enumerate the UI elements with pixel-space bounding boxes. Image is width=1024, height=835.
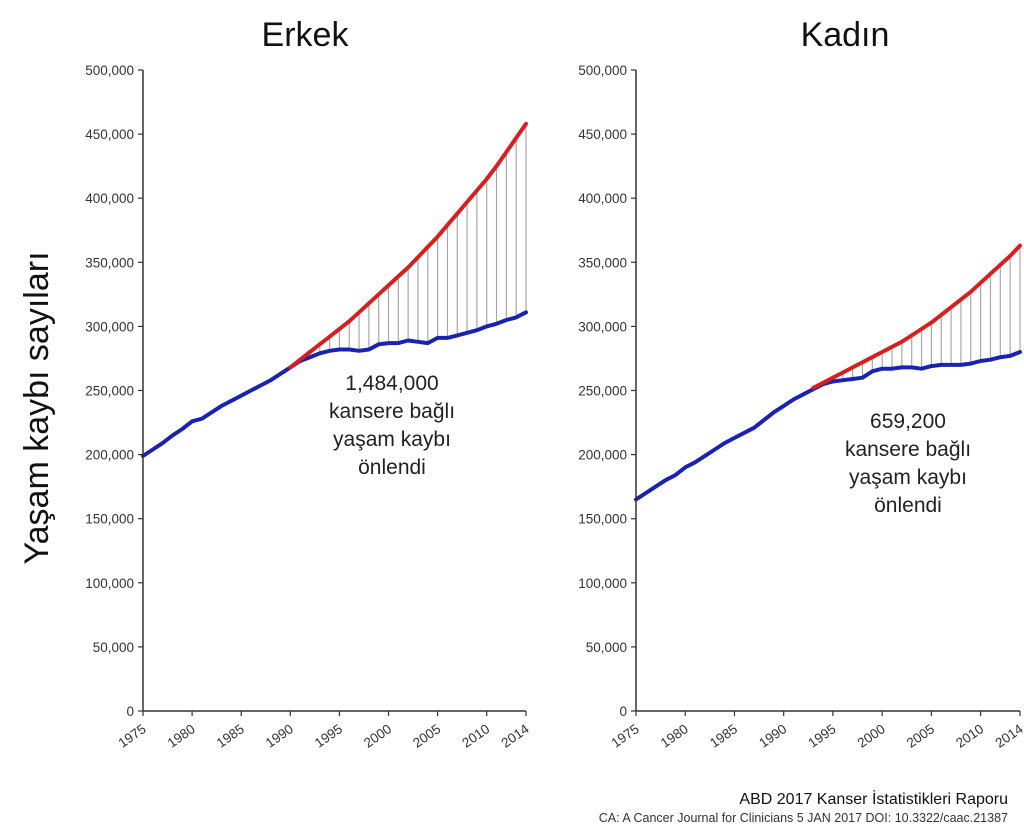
x-tick-label: 2014 [993, 721, 1024, 751]
y-tick-label: 200,000 [578, 448, 627, 463]
y-tick-label: 350,000 [578, 255, 627, 270]
observed-series-line [141, 310, 528, 458]
chart-panel-erkek: Erkek 0 50,000 100,000 150,000 200,000 250,00… [85, 16, 532, 751]
x-tick-label: 2010 [953, 721, 986, 751]
annotation-line: kansere bağlı [329, 400, 455, 423]
source-citation: CA: A Cancer Journal for Clinicians 5 JA… [599, 811, 1008, 825]
x-tick-label: 2000 [855, 721, 888, 751]
x-tick-label: 1980 [165, 721, 198, 751]
y-tick-label: 100,000 [85, 576, 134, 591]
axes-group: 0 50,000 100,000 150,000 200,000 250,000 300,0… [578, 63, 1024, 751]
annotation-value: 1,484,000 [345, 372, 438, 395]
y-tick-label: 500,000 [578, 63, 627, 78]
x-tick-label: 1980 [658, 721, 691, 751]
y-tick-label: 50,000 [586, 640, 627, 655]
y-tick-label: 300,000 [578, 319, 627, 334]
series-lines-group [141, 121, 528, 458]
y-tick-label: 50,000 [93, 640, 134, 655]
y-tick-label: 400,000 [85, 191, 134, 206]
x-tick-label: 1975 [116, 721, 149, 751]
y-tick-label: 150,000 [578, 512, 627, 527]
x-tick-label: 1990 [263, 721, 296, 751]
annotation-value: 659,200 [870, 410, 946, 433]
x-tick-label: 2005 [410, 721, 443, 751]
annotation-line: önlendi [358, 456, 426, 479]
x-tick-label: 1995 [805, 721, 838, 751]
x-tick-label: 1985 [214, 721, 247, 751]
gap-lines-group [832, 245, 1021, 382]
y-tick-label: 250,000 [85, 384, 134, 399]
x-tick-label: 1975 [609, 721, 642, 751]
chart-panel-kadin: Kadın 0 50,000 100,000 150,000 200,000 250,00… [578, 16, 1024, 751]
y-tick-label: 100,000 [578, 576, 627, 591]
expected-series-line [811, 243, 1022, 390]
annotation-line: yaşam kaybı [849, 466, 967, 489]
source-title: ABD 2017 Kanser İstatistikleri Raporu [739, 789, 1008, 808]
y-tick-label: 400,000 [578, 191, 627, 206]
x-tick-label: 2005 [904, 721, 937, 751]
y-tick-label: 350,000 [85, 255, 134, 270]
x-tick-label: 1985 [707, 721, 740, 751]
y-tick-label: 450,000 [578, 127, 627, 142]
y-tick-label: 300,000 [85, 319, 134, 334]
y-tick-label: 150,000 [85, 512, 134, 527]
gap-lines-group [309, 123, 527, 358]
y-axis-label: Yaşam kaybı sayıları [18, 251, 56, 564]
annotation-line: önlendi [874, 494, 942, 517]
y-tick-label: 0 [619, 704, 627, 719]
chart-title: Kadın [801, 16, 890, 54]
y-tick-label: 450,000 [85, 127, 134, 142]
x-tick-label: 2014 [499, 721, 533, 751]
observed-series-line [634, 350, 1022, 502]
expected-series-line [288, 121, 528, 370]
series-lines-group [634, 243, 1022, 502]
x-tick-label: 1990 [756, 721, 789, 751]
x-tick-label: 2010 [459, 721, 492, 751]
y-tick-label: 200,000 [85, 448, 134, 463]
x-tick-label: 2000 [361, 721, 394, 751]
annotation-line: kansere bağlı [845, 438, 971, 461]
axes-group: 0 50,000 100,000 150,000 200,000 250,000 300,0… [85, 63, 532, 751]
y-tick-label: 250,000 [578, 384, 627, 399]
y-tick-label: 0 [126, 704, 134, 719]
x-tick-label: 1995 [312, 721, 345, 751]
y-tick-label: 500,000 [85, 63, 134, 78]
annotation-line: yaşam kaybı [333, 428, 451, 451]
chart-title: Erkek [262, 16, 350, 54]
